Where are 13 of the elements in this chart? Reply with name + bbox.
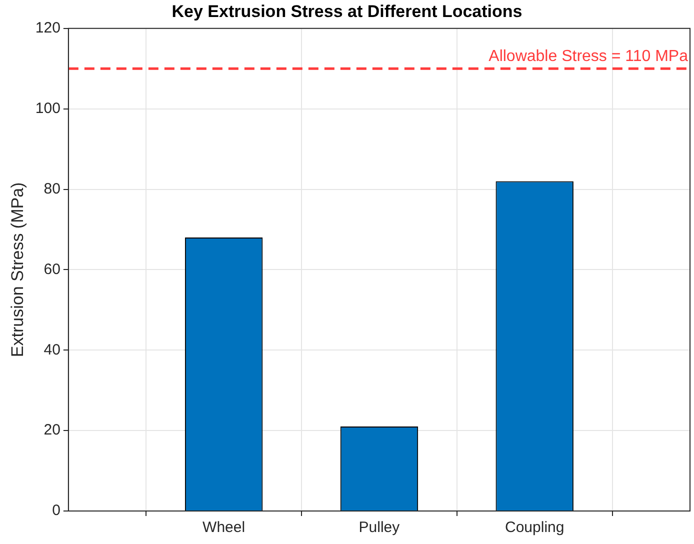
x-tick-label: Coupling (504, 519, 564, 536)
y-tick-label: 100 (35, 100, 60, 117)
x-tick-label: Pulley (358, 519, 400, 536)
x-tick-label: Wheel (202, 519, 246, 536)
y-axis-title: Extrusion Stress (MPa) (8, 182, 27, 358)
y-tick-label: 20 (44, 422, 60, 439)
ref-line-label: Allowable Stress = 110 MPa (488, 48, 688, 66)
chart-title: Key Extrusion Stress at Different Locations (172, 2, 522, 21)
y-tick-label: 0 (52, 502, 60, 520)
y-tick-label: 80 (44, 180, 60, 198)
y-tick-label: 120 (35, 20, 60, 37)
y-tick-label: 60 (44, 260, 60, 278)
y-tick-label: 40 (44, 341, 60, 358)
